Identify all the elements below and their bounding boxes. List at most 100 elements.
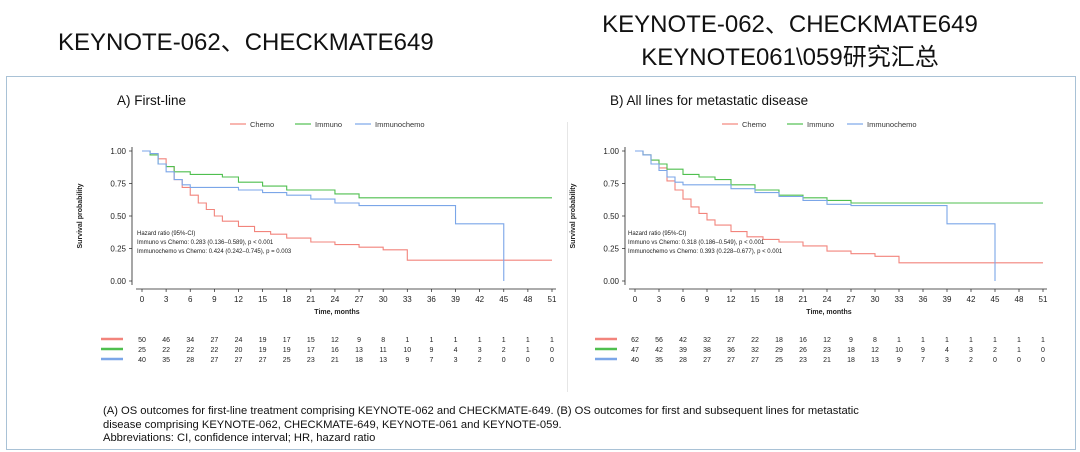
chart-a-x-tick-label: 9 (212, 295, 217, 304)
caption-line-1: (A) OS outcomes for first-line treatment… (103, 405, 859, 417)
chart-a-risk-value: 46 (162, 337, 170, 344)
chart-a-risk-value: 1 (429, 337, 433, 344)
chart-a-risk-value: 13 (355, 347, 363, 354)
chart-b-risk-value: 1 (1017, 337, 1021, 344)
chart-b-risk-value: 3 (945, 357, 949, 364)
chart-b-risk-value: 1 (1041, 337, 1045, 344)
chart-b-risk-value: 27 (703, 357, 711, 364)
chart-a-risk-value: 24 (235, 337, 243, 344)
chart-b-y-tick-label: 0.00 (603, 277, 619, 286)
chart-b-y-tick-label: 0.25 (603, 245, 619, 254)
chart-a-risk-value: 16 (331, 347, 339, 354)
chart-b-series-chemo (635, 150, 1043, 264)
chart-b-x-tick-label: 24 (823, 295, 832, 304)
chart-a-x-tick-label: 33 (403, 295, 412, 304)
chart-b-risk-value: 38 (703, 347, 711, 354)
chart-a-risk-value: 28 (186, 357, 194, 364)
chart-b-series-immunochemo (635, 150, 996, 281)
chart-a-risk-value: 3 (454, 357, 458, 364)
chart-a-risk-value: 19 (283, 347, 291, 354)
chart-b-annotation-line-3: Immunochemo vs Chemo: 0.393 (0.228–0.677… (628, 249, 783, 255)
chart-a-legend-label-chemo: Chemo (250, 120, 274, 129)
panel-divider (567, 122, 568, 392)
chart-a-risk-value: 50 (138, 337, 146, 344)
chart-b-x-tick-label: 33 (895, 295, 904, 304)
chart-b-risk-value: 3 (969, 347, 973, 354)
chart-b-risk-value: 28 (679, 357, 687, 364)
chart-a-risk-value: 0 (550, 357, 554, 364)
chart-a-x-tick-label: 15 (258, 295, 267, 304)
chart-a-risk-value: 1 (478, 337, 482, 344)
chart-a-risk-value: 27 (210, 357, 218, 364)
chart-b-risk-value: 9 (849, 337, 853, 344)
chart-a-risk-value: 19 (259, 337, 267, 344)
chart-a-risk-value: 19 (259, 347, 267, 354)
chart-b-risk-value: 42 (679, 337, 687, 344)
chart-a-x-tick-label: 12 (234, 295, 243, 304)
chart-a-risk-value: 35 (162, 357, 170, 364)
chart-a-y-tick-label: 0.00 (110, 277, 126, 286)
chart-a-annotation-line-2: Immuno vs Chemo: 0.283 (0.136–0.589), p … (137, 240, 274, 246)
chart-b-y-label: Survival probability (570, 183, 577, 248)
chart-b-legend-label-immunochemo: Immunochemo (867, 120, 917, 129)
chart-a-risk-value: 27 (259, 357, 267, 364)
chart-b-risk-value: 26 (799, 347, 807, 354)
chart-b-annotation-line-2: Immuno vs Chemo: 0.318 (0.186–0.549), p … (628, 240, 765, 246)
chart-b-risk-value: 1 (969, 337, 973, 344)
chart-a-risk-value: 17 (283, 337, 291, 344)
chart-b-risk-value: 42 (655, 347, 663, 354)
chart-a-risk-value: 21 (331, 357, 339, 364)
chart-a-risk-value: 8 (381, 337, 385, 344)
figure-panel: A) First-line Chemo Immuno Immunochemo 0.00 0… (6, 76, 1076, 450)
chart-b-risk-value: 32 (703, 337, 711, 344)
chart-a-x-tick-label: 6 (188, 295, 193, 304)
chart-a-x-tick-label: 27 (355, 295, 364, 304)
chart-b-x-tick-label: 6 (681, 295, 686, 304)
chart-b-x-label: Time, months (806, 309, 851, 316)
chart-b-risk-value: 18 (775, 337, 783, 344)
chart-a-x-tick-label: 42 (475, 295, 484, 304)
chart-b-risk-value: 7 (921, 357, 925, 364)
chart-a-y-tick-label: 0.50 (110, 212, 126, 221)
chart-b-risk-value: 27 (751, 357, 759, 364)
chart-a-x-tick-label: 24 (330, 295, 339, 304)
chart-b-risk-value: 9 (921, 347, 925, 354)
chart-a-risk-value: 1 (526, 337, 530, 344)
chart-a-risk-value: 15 (307, 337, 315, 344)
chart-a-risk-value: 20 (235, 347, 243, 354)
chart-a-risk-value: 25 (283, 357, 291, 364)
chart-b-risk-value: 23 (823, 347, 831, 354)
chart-a-legend-label-immunochemo: Immunochemo (375, 120, 425, 129)
chart-a-risk-value: 1 (526, 347, 530, 354)
chart-a-risk-value: 2 (478, 357, 482, 364)
slide-title-right-line2: KEYNOTE061\059研究汇总 (641, 44, 939, 71)
chart-a-risk-value: 1 (454, 337, 458, 344)
chart-b-risk-value: 35 (655, 357, 663, 364)
chart-a-risk-value: 22 (186, 347, 194, 354)
chart-b-risk-value: 16 (799, 337, 807, 344)
chart-a-risk-value: 27 (235, 357, 243, 364)
chart-a-x-tick-label: 21 (306, 295, 315, 304)
chart-b-risk-value: 9 (897, 357, 901, 364)
chart-a-risk-value: 2 (502, 347, 506, 354)
chart-b-risk-value: 18 (847, 357, 855, 364)
chart-a-y-tick-label: 0.75 (110, 180, 126, 189)
chart-a-x-tick-label: 39 (451, 295, 460, 304)
chart-a-risk-value: 1 (405, 337, 409, 344)
chart-b-risk-value: 25 (775, 357, 783, 364)
chart-b-y-tick-label: 0.75 (603, 180, 619, 189)
chart-a-legend-label-immuno: Immuno (315, 120, 342, 129)
chart-a-x-tick-label: 48 (523, 295, 532, 304)
chart-b-risk-value: 1 (921, 337, 925, 344)
chart-a-risk-value: 0 (550, 347, 554, 354)
chart-a-x-tick-label: 36 (427, 295, 436, 304)
chart-b-risk-value: 39 (679, 347, 687, 354)
chart-a-series-immunochemo (142, 150, 505, 281)
chart-a-risk-value: 7 (429, 357, 433, 364)
slide-title-right-line1: KEYNOTE-062、CHECKMATE649 (602, 11, 978, 38)
chart-a-risk-value: 22 (162, 347, 170, 354)
chart-a-risk-value: 25 (138, 347, 146, 354)
chart-b-x-tick-label: 9 (705, 295, 710, 304)
chart-b-x-tick-label: 30 (871, 295, 880, 304)
chart-a-y-tick-label: 0.25 (110, 245, 126, 254)
